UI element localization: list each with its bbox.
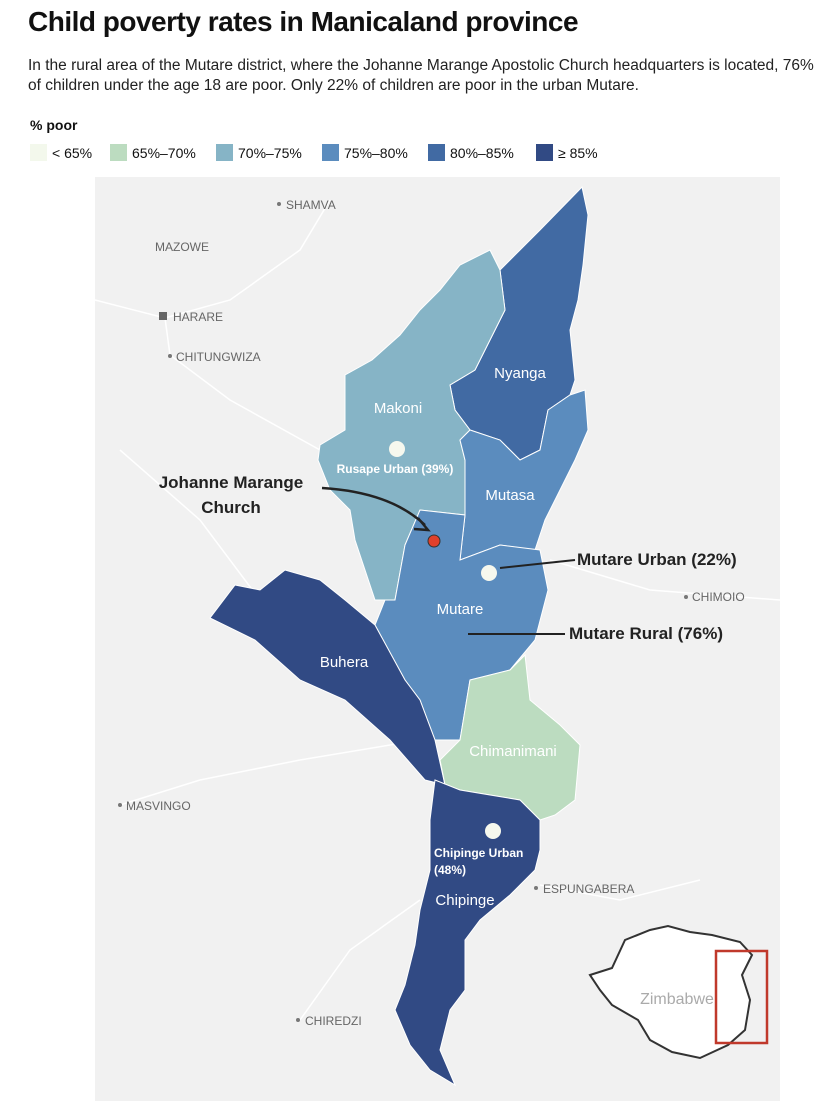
place-label: CHIMOIO <box>692 590 745 604</box>
callout: Mutare Urban (22%) <box>577 550 737 569</box>
place-label: MASVINGO <box>126 799 191 813</box>
legend-swatch <box>30 144 47 161</box>
legend-label: 65%–70% <box>132 144 196 161</box>
legend-swatch <box>322 144 339 161</box>
legend-label: < 65% <box>52 144 93 161</box>
city-dot <box>389 441 405 457</box>
subtitle: In the rural area of the Mutare district… <box>28 57 814 94</box>
callout: Mutare Rural (76%) <box>569 624 723 643</box>
legend-label: 75%–80% <box>344 144 408 161</box>
legend-item: 70%–75% <box>216 144 302 161</box>
place-label: SHAMVA <box>286 198 336 212</box>
callout-line <box>499 559 576 569</box>
district <box>209 569 446 786</box>
place-label: CHITUNGWIZA <box>176 350 261 364</box>
place-label: CHIREDZI <box>305 1014 362 1028</box>
urban-label: Rusape Urban (39%) <box>337 462 454 476</box>
callout: Church <box>201 498 261 517</box>
inset-highlight <box>714 949 769 1045</box>
legend-title: % poor <box>30 117 78 133</box>
district-label: Nyanga <box>494 365 546 382</box>
urban-label: Chipinge Urban <box>434 846 523 860</box>
district-label: Mutasa <box>485 487 535 504</box>
legend-swatch <box>428 144 445 161</box>
district <box>459 389 589 561</box>
place-label: MAZOWE <box>155 240 209 254</box>
place-dot <box>118 803 122 807</box>
church-dot <box>427 534 441 548</box>
place-dot <box>277 202 281 206</box>
place-dot <box>168 354 172 358</box>
urban-label: (48%) <box>434 863 466 877</box>
roads <box>94 199 781 1021</box>
place-label: ESPUNGABERA <box>543 882 634 896</box>
inset-label: Zimbabwe <box>640 991 714 1008</box>
place-dot <box>534 886 538 890</box>
arrow-head <box>413 517 431 532</box>
place-dot <box>296 1018 300 1022</box>
place-label: HARARE <box>173 310 223 324</box>
legend-swatch <box>216 144 233 161</box>
legend-item: 80%–85% <box>428 144 514 161</box>
district-label: Chipinge <box>435 892 494 909</box>
legend-label: 70%–75% <box>238 144 302 161</box>
district-label: Buhera <box>320 654 369 671</box>
legend-swatch <box>536 144 553 161</box>
district-label: Chimanimani <box>469 743 557 760</box>
callout: Johanne Marange <box>159 473 304 492</box>
legend-label: 80%–85% <box>450 144 514 161</box>
city-dot <box>485 823 501 839</box>
callout-arrow <box>321 486 426 526</box>
place-dot <box>684 595 688 599</box>
legend-item: ≥ 85% <box>536 144 598 161</box>
legend-item: 75%–80% <box>322 144 408 161</box>
district <box>394 779 541 1087</box>
city-dot <box>481 565 497 581</box>
inset-outline <box>588 924 754 1060</box>
capital-marker <box>159 312 167 320</box>
district-label: Mutare <box>437 601 484 618</box>
legend-swatch <box>110 144 127 161</box>
legend-label: ≥ 85% <box>558 144 598 161</box>
title: Child poverty rates in Manicaland provin… <box>28 6 579 37</box>
legend-item: < 65% <box>30 144 92 161</box>
legend-item: 65%–70% <box>110 144 196 161</box>
district <box>439 653 581 821</box>
district-label: Makoni <box>374 400 422 417</box>
